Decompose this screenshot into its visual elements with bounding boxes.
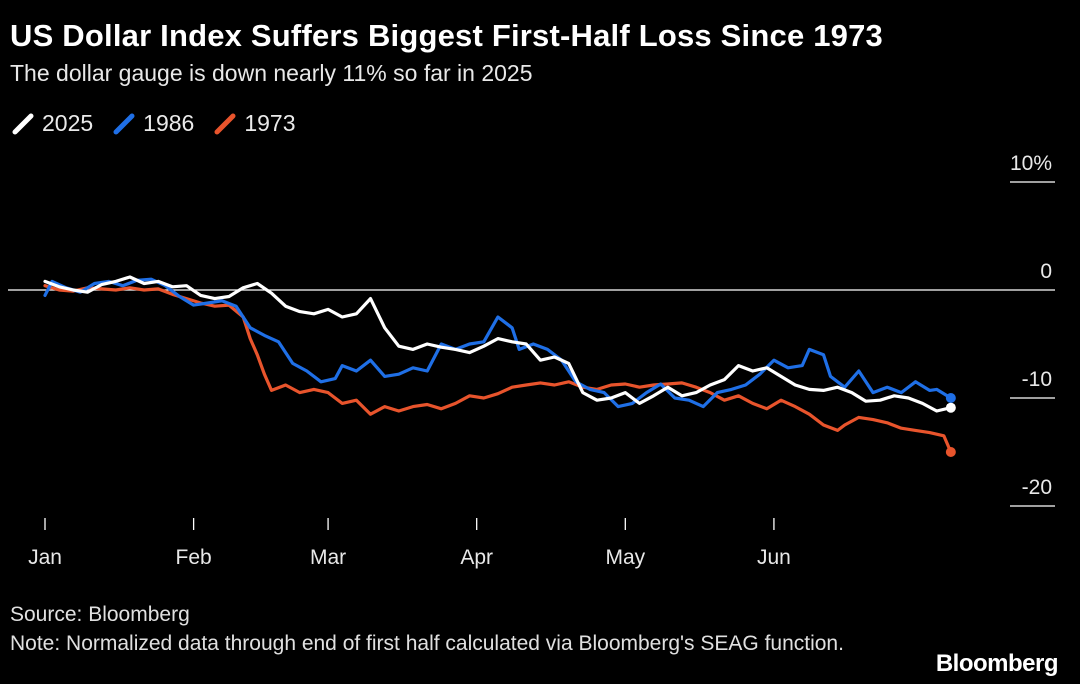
legend-label-2025: 2025 [42, 110, 94, 136]
chart-subtitle: The dollar gauge is down nearly 11% so f… [10, 60, 533, 86]
bloomberg-logo: Bloomberg [935, 650, 1059, 677]
x-tick-label: Apr [460, 546, 493, 569]
legend-swatch-1986 [113, 113, 135, 134]
line-chart: 10% 0 -10 -20 Jan Feb Mar Apr May Jun [8, 152, 1055, 569]
source-note: Source: Bloomberg [10, 603, 190, 626]
legend-label-1986: 1986 [143, 110, 195, 136]
chart-title: US Dollar Index Suffers Biggest First-Ha… [10, 18, 883, 53]
series-line-1986 [43, 277, 953, 409]
series-line-1973 [43, 284, 953, 454]
y-tick-label: -10 [1022, 368, 1052, 391]
legend-item-1973: 1973 [214, 110, 296, 137]
y-tick-label: -20 [1022, 476, 1052, 499]
x-tick-label: Mar [310, 546, 346, 569]
y-tick-label: 10% [1010, 152, 1052, 175]
series-end-dot-1973 [945, 447, 956, 457]
series-line-2025 [43, 275, 953, 413]
y-tick-label: 0 [1040, 260, 1052, 283]
x-tick-label: May [605, 546, 645, 569]
series-end-dot-2025 [945, 402, 956, 413]
legend-swatch-1973 [214, 113, 236, 134]
legend-label-1973: 1973 [244, 110, 296, 136]
legend-item-1986: 1986 [113, 110, 194, 137]
methodology-note: Note: Normalized data through end of fir… [10, 632, 844, 655]
chart-legend: 2025 1986 1973 [12, 110, 296, 137]
series-end-dot-1986 [945, 393, 956, 403]
legend-item-2025: 2025 [12, 110, 93, 137]
x-tick-label: Jun [757, 546, 791, 569]
x-tick-label: Feb [176, 546, 212, 569]
x-tick-label: Jan [28, 546, 62, 569]
legend-swatch-2025 [12, 113, 34, 134]
